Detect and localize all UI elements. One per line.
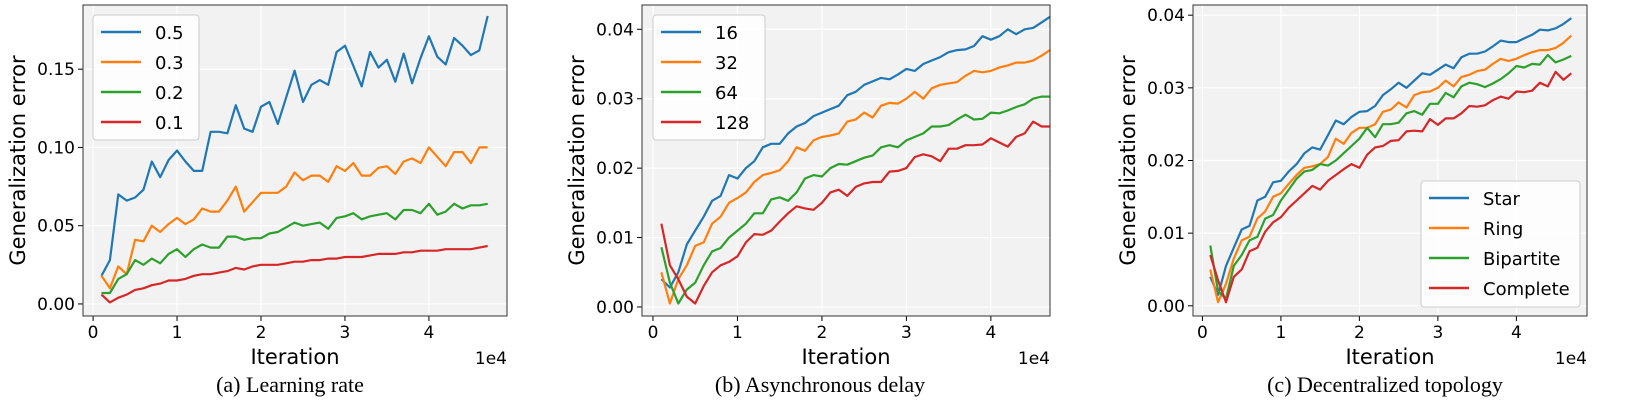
series-line-32 (660, 49, 1051, 305)
chart-panel-0: 0 1 2 3 4 0.00 0.05 0.10 0.15 0.5 0.3 0.2 0.1 Iterati… (6, 4, 508, 397)
y-axis-label: Generalization error (6, 55, 30, 266)
x-axis-label: Iteration (801, 345, 890, 369)
x-tick-label: 2 (256, 323, 267, 343)
series-line-0.1 (100, 244, 488, 304)
plot-frame (1192, 4, 1588, 317)
legend-label: 128 (715, 113, 749, 134)
series-line-0.3 (100, 146, 488, 290)
legend-label: 64 (715, 83, 738, 104)
y-tick-label: 0.00 (37, 295, 75, 315)
x-tick-label: 4 (985, 323, 996, 343)
y-tick-label: 0.01 (596, 229, 634, 249)
series-line-star (1209, 17, 1572, 296)
legend-label: 16 (715, 23, 738, 44)
legend-label: 0.5 (155, 23, 184, 44)
x-tick-label: 0 (1197, 323, 1208, 343)
legend-label: Star (1483, 189, 1521, 210)
x-tick-label: 1 (1275, 323, 1286, 343)
x-tick-label: 3 (1432, 323, 1443, 343)
legend-box (92, 14, 200, 141)
y-tick-label: 0.05 (37, 217, 75, 237)
x-tick-label: 1 (172, 323, 183, 343)
legend-label: Ring (1483, 219, 1523, 240)
legend-label: 32 (715, 53, 738, 74)
series-line-16 (660, 15, 1051, 289)
y-tick-label: 0.02 (1147, 152, 1185, 172)
series-line-complete (1209, 70, 1573, 304)
subfigure-caption: (a) Learning rate (216, 372, 364, 397)
x-scale-label: 1e4 (1018, 349, 1050, 369)
subfigure-caption: (c) Decentralized topology (1267, 372, 1503, 397)
chart-panel-1: 0 1 2 3 4 0.00 0.01 0.02 0.03 0.04 16 32 64 128 Iterat… (565, 4, 1051, 397)
x-scale-label: 1e4 (475, 349, 507, 369)
series-line-0.2 (101, 202, 488, 295)
series-line-bipartite (1209, 53, 1572, 300)
y-tick-label: 0.15 (37, 60, 75, 80)
y-tick-label: 0.00 (1147, 297, 1185, 317)
x-tick-label: 0 (648, 323, 659, 343)
x-tick-label: 4 (424, 323, 435, 343)
y-tick-label: 0.01 (1147, 224, 1185, 244)
series-line-0.5 (100, 15, 489, 277)
legend-label: Bipartite (1483, 249, 1560, 270)
y-tick-label: 0.10 (37, 138, 75, 158)
legend: 16 32 64 128 (652, 14, 766, 141)
series-line-128 (660, 120, 1050, 305)
plot-frame (641, 4, 1051, 317)
y-axis-label: Generalization error (1116, 55, 1140, 266)
series-line-64 (660, 95, 1050, 305)
legend-label: Complete (1483, 279, 1570, 300)
x-axis-label: Iteration (250, 345, 339, 369)
chart-panel-2: 0 1 2 3 4 0.00 0.01 0.02 0.03 0.04 Star Ring Biparti… (1116, 4, 1588, 397)
x-tick-label: 4 (1511, 323, 1522, 343)
legend-label: 0.3 (155, 53, 184, 74)
x-tick-label: 0 (88, 323, 99, 343)
legend: 0.5 0.3 0.2 0.1 (92, 14, 200, 141)
series-line-ring (1209, 34, 1573, 304)
y-tick-label: 0.02 (596, 159, 634, 179)
x-scale-label: 1e4 (1555, 349, 1587, 369)
y-axis-label: Generalization error (565, 55, 589, 266)
x-axis-label: Iteration (1345, 345, 1434, 369)
subfigure-caption: (b) Asynchronous delay (715, 372, 925, 397)
y-tick-label: 0.03 (596, 90, 634, 110)
y-tick-label: 0.03 (1147, 79, 1185, 99)
x-tick-label: 3 (901, 323, 912, 343)
x-tick-label: 3 (340, 323, 351, 343)
y-tick-label: 0.04 (1147, 6, 1185, 26)
legend-box (1420, 180, 1581, 308)
y-tick-label: 0.00 (596, 298, 634, 318)
y-tick-label: 0.04 (596, 20, 634, 40)
legend-label: 0.1 (155, 113, 184, 134)
legend-label: 0.2 (155, 83, 184, 104)
plot-frame (82, 4, 508, 317)
x-tick-label: 2 (1354, 323, 1365, 343)
legend: Star Ring Bipartite Complete (1420, 180, 1581, 308)
legend-box (652, 14, 766, 141)
x-tick-label: 2 (817, 323, 828, 343)
x-tick-label: 1 (732, 323, 743, 343)
